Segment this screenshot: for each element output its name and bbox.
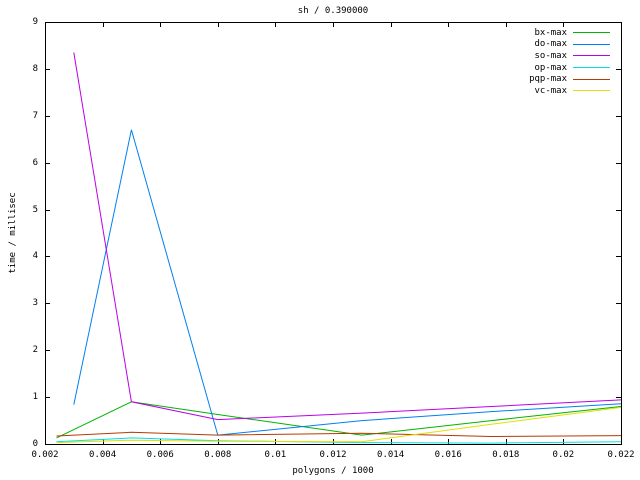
legend-item-do-max: do-max — [447, 39, 610, 51]
legend-item-pqp-max: pqp-max — [447, 73, 610, 85]
x-tick-label: 0.018 — [492, 450, 520, 460]
y-tick-label: 1 — [32, 392, 38, 403]
y-tick-label: 7 — [32, 110, 38, 121]
series-line-do-max — [73, 129, 622, 436]
x-tick-label: 0.02 — [552, 450, 575, 460]
x-tick-label: 0.01 — [264, 450, 287, 460]
series-line-so-max — [73, 52, 622, 421]
y-tick-label: 5 — [32, 204, 38, 215]
y-tick-label: 6 — [32, 157, 38, 168]
series-line-pqp-max — [56, 431, 622, 438]
legend-label: so-max — [534, 50, 567, 61]
x-tick-label: 0.014 — [377, 450, 405, 460]
legend-item-vc-max: vc-max — [447, 85, 610, 97]
y-tick-label: 8 — [32, 63, 38, 74]
x-tick-label: 0.022 — [607, 450, 635, 460]
legend-item-bx-max: bx-max — [447, 27, 610, 39]
x-axis-label: polygons / 1000 — [292, 466, 374, 476]
y-tick-label: 9 — [32, 17, 38, 27]
x-tick-label: 0.008 — [204, 450, 232, 460]
y-tick-label: 0 — [32, 439, 38, 449]
legend-label: bx-max — [534, 27, 567, 38]
legend-label: vc-max — [534, 85, 567, 96]
legend-label: do-max — [534, 39, 567, 50]
legend: bx-max do-max so-max op-max pqp-max vc-max — [447, 27, 610, 97]
legend-line-sample — [573, 43, 610, 45]
chart-title: sh / 0.390000 — [297, 6, 369, 16]
y-tick-label: 2 — [32, 345, 38, 356]
legend-label: op-max — [534, 62, 567, 73]
legend-line-sample — [573, 67, 610, 69]
series-line-vc-max — [56, 406, 622, 444]
legend-line-sample — [573, 78, 610, 80]
x-tick-label: 0.016 — [434, 450, 462, 460]
legend-line-sample — [573, 90, 610, 92]
y-tick-label: 3 — [32, 298, 38, 309]
x-tick-label: 0.004 — [89, 450, 117, 460]
legend-line-sample — [573, 32, 610, 34]
series-line-bx-max — [56, 401, 622, 439]
y-tick-label: 4 — [32, 251, 38, 262]
x-tick-label: 0.006 — [146, 450, 174, 460]
x-tick-label: 0.012 — [319, 450, 347, 460]
legend-label: pqp-max — [529, 74, 567, 85]
x-tick-label: 0.002 — [31, 450, 59, 460]
legend-line-sample — [573, 55, 610, 57]
legend-item-so-max: so-max — [447, 50, 610, 62]
legend-item-op-max: op-max — [447, 62, 610, 74]
